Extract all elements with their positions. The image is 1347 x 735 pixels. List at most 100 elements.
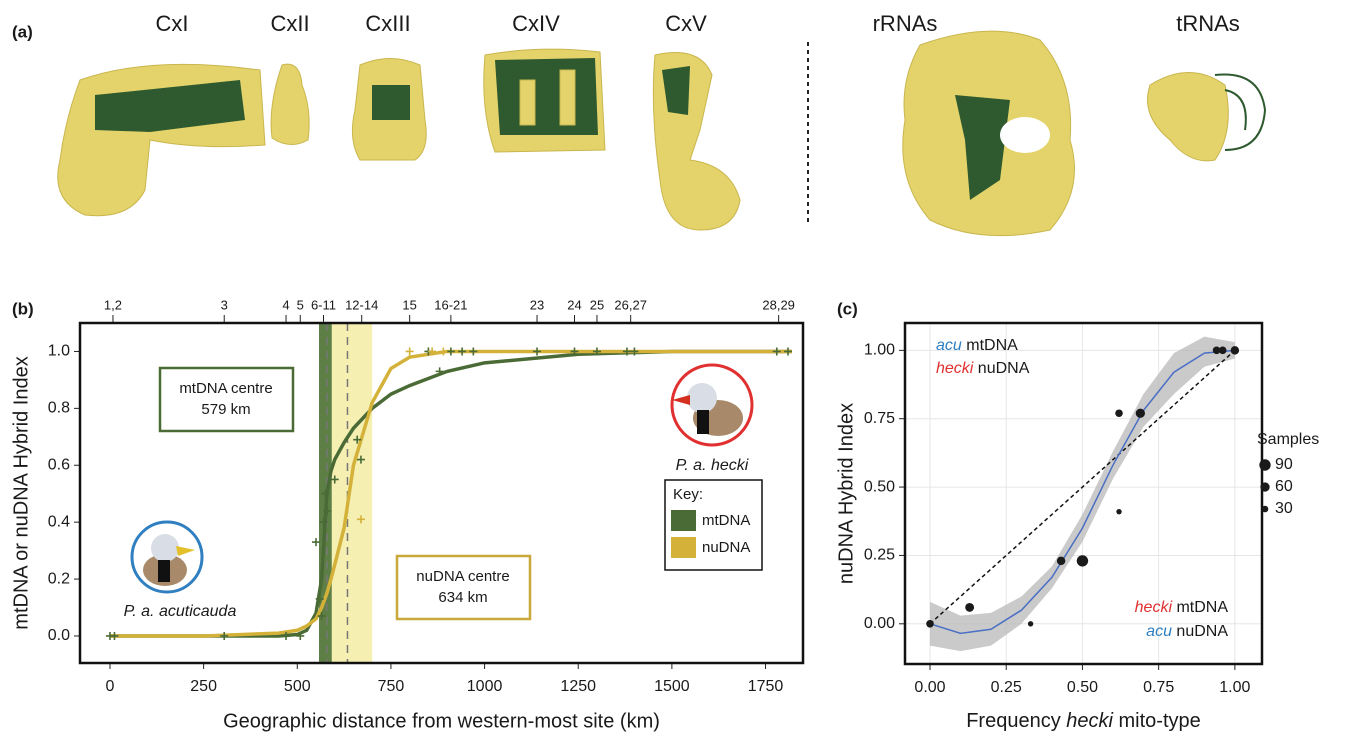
cline-curve: [109, 349, 792, 638]
site-point: [772, 347, 781, 356]
y-tick-label: 0.4: [48, 513, 70, 530]
y-tick-label: 0.00: [864, 615, 895, 632]
corner-label: acu mtDNA: [936, 337, 1018, 354]
site-point: [110, 631, 119, 640]
site-point: [296, 631, 305, 640]
complex-label: CxIII: [365, 11, 410, 36]
y-tick-label: 1.00: [864, 342, 895, 359]
legend-label: nuDNA: [702, 539, 750, 556]
site-point: [405, 347, 414, 356]
plot-frame: [78, 321, 805, 665]
sample-point: [926, 620, 934, 628]
panel-label: (c): [837, 299, 858, 318]
corner-label: hecki nuDNA: [936, 360, 1030, 377]
site-point: [315, 594, 324, 603]
x-tick-label: 1500: [654, 678, 690, 695]
annotation-text: mtDNA centre: [179, 380, 272, 397]
sample-point: [1027, 621, 1034, 627]
site-label: 4: [282, 297, 289, 312]
site-point: [330, 475, 339, 484]
x-tick-label: 1.00: [1219, 679, 1250, 696]
site-point: [317, 612, 326, 621]
complex-label: CxV: [665, 11, 707, 36]
x-tick-label: 500: [284, 678, 311, 695]
site-label: 24: [567, 297, 581, 312]
fit-line: [929, 349, 1235, 635]
site-point: [570, 347, 579, 356]
x-tick-label: 0.75: [1143, 679, 1174, 696]
x-axis-title: Frequency hecki mito-type: [966, 710, 1201, 732]
x-tick-label: 750: [378, 678, 405, 695]
site-point: [622, 347, 631, 356]
structure-cxv: [652, 52, 741, 231]
y-tick-label: 0.75: [864, 410, 895, 427]
label-part: hecki: [1066, 710, 1113, 732]
label-part: mtDNA: [962, 337, 1018, 354]
complex-label: CxIV: [512, 11, 560, 36]
annotation-text: nuDNA centre: [416, 568, 509, 585]
site-label: 12-14: [345, 297, 378, 312]
structure-cxiii: [351, 58, 427, 161]
sample-point: [1116, 509, 1122, 515]
site-point: [319, 518, 328, 527]
y-tick-label: 1.0: [48, 343, 70, 360]
site-point: [458, 347, 467, 356]
sample-point: [1115, 409, 1123, 418]
site-point: [323, 506, 332, 515]
label-part: nuDNA: [1172, 623, 1228, 640]
legend-title: Key:: [673, 486, 703, 503]
panel-label: (a): [12, 22, 33, 41]
structure-cxi: [57, 63, 266, 217]
site-point: [356, 515, 365, 524]
x-tick-label: 0.25: [991, 679, 1022, 696]
rna-label: rRNAs: [873, 11, 938, 36]
site-point: [282, 631, 291, 640]
complex-label: CxI: [156, 11, 189, 36]
size-legend-dot: [1260, 482, 1270, 492]
sample-point: [1218, 346, 1227, 355]
site-label: 1,2: [104, 297, 122, 312]
label-part: hecki: [936, 360, 974, 377]
label-part: mtDNA: [1172, 599, 1228, 616]
y-tick-label: 0.50: [864, 478, 895, 495]
site-point: [439, 347, 448, 356]
population-label: P. a. acuticauda: [124, 603, 237, 620]
cline-curve: [109, 349, 792, 638]
label-part: nuDNA: [973, 360, 1029, 377]
label-part: acu: [1146, 623, 1172, 640]
x-tick-label: 250: [190, 678, 217, 695]
y-tick-label: 0.6: [48, 456, 70, 473]
site-point: [220, 631, 229, 640]
panel-label: (b): [12, 299, 34, 318]
site-point: [353, 435, 362, 444]
site-point: [435, 367, 444, 376]
site-label: 6-11: [311, 297, 336, 312]
label-part: Frequency: [966, 710, 1066, 732]
site-label: 23: [530, 297, 544, 312]
site-label: 16-21: [434, 297, 467, 312]
size-legend-label: 90: [1275, 456, 1293, 473]
site-point: [312, 538, 321, 547]
label-part: mito-type: [1113, 710, 1201, 732]
corner-label: acu nuDNA: [1146, 623, 1228, 640]
population-label: P. a. hecki: [676, 457, 749, 474]
x-tick-label: 0.00: [914, 679, 945, 696]
site-label: 3: [221, 297, 228, 312]
site-label: 5: [297, 297, 304, 312]
rna-label: tRNAs: [1176, 11, 1240, 36]
x-tick-label: 1000: [467, 678, 503, 695]
site-point: [356, 455, 365, 464]
sample-point: [1230, 346, 1240, 355]
structure-rrna: [902, 30, 1075, 237]
site-point: [533, 347, 542, 356]
annotation-box: [395, 554, 532, 621]
sample-point: [1212, 346, 1221, 355]
x-tick-label: 0.50: [1067, 679, 1098, 696]
site-label: 28,29: [762, 297, 795, 312]
site-point: [469, 347, 478, 356]
size-legend-title: Samples: [1257, 431, 1319, 448]
size-legend-dot: [1259, 459, 1271, 471]
sample-point: [1056, 556, 1066, 566]
size-legend-label: 30: [1275, 500, 1293, 517]
